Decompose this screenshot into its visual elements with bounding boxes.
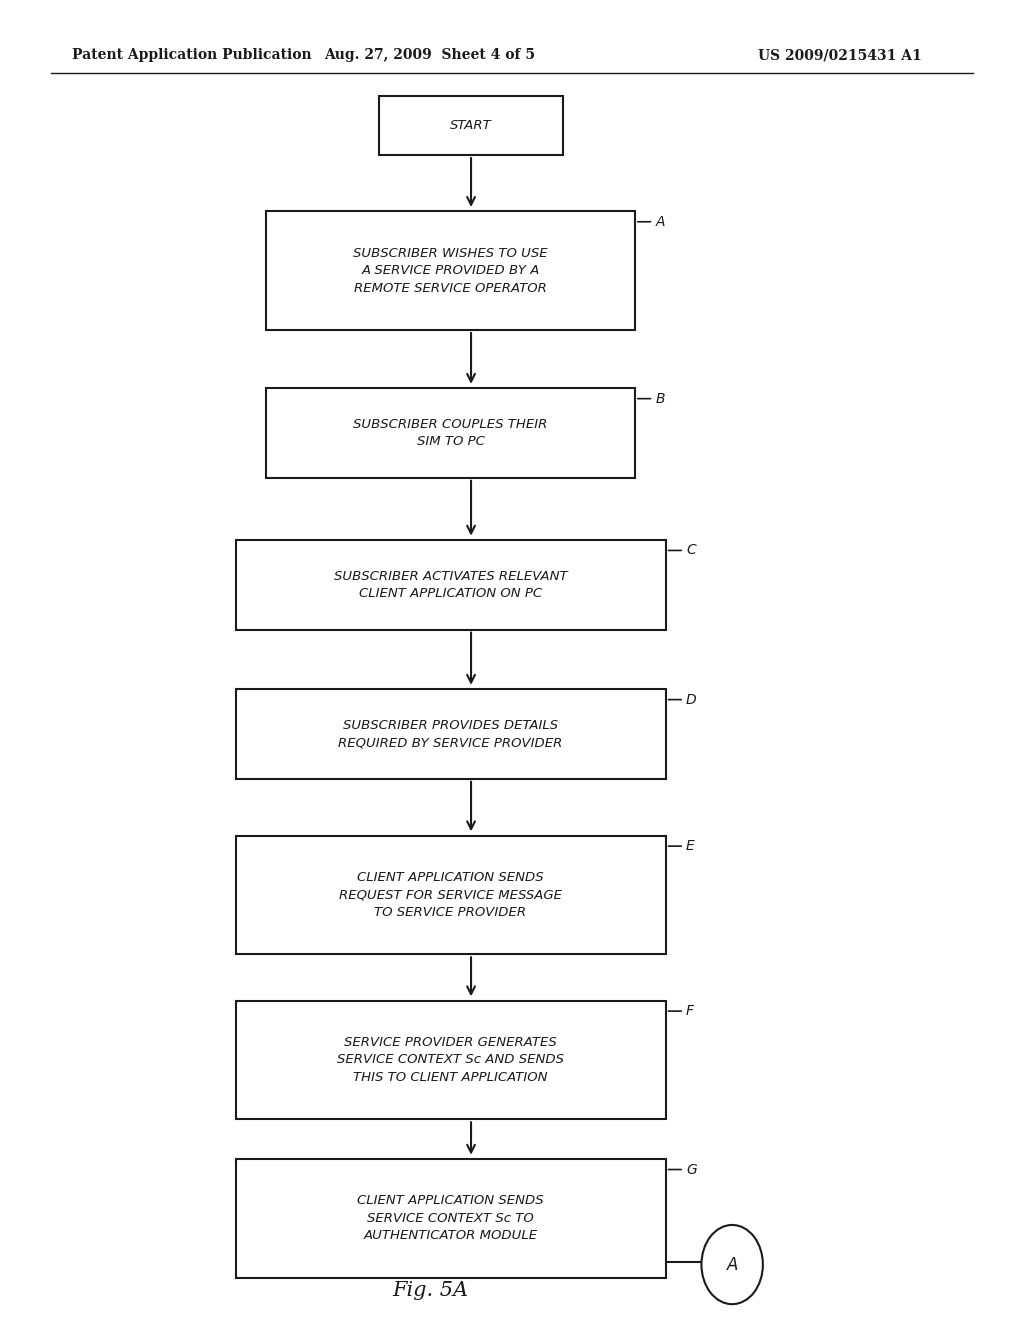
FancyBboxPatch shape	[236, 1159, 666, 1278]
Text: SUBSCRIBER PROVIDES DETAILS
REQUIRED BY SERVICE PROVIDER: SUBSCRIBER PROVIDES DETAILS REQUIRED BY …	[338, 718, 563, 750]
FancyBboxPatch shape	[266, 211, 635, 330]
Text: CLIENT APPLICATION SENDS
SERVICE CONTEXT Sc TO
AUTHENTICATOR MODULE: CLIENT APPLICATION SENDS SERVICE CONTEXT…	[357, 1195, 544, 1242]
Text: SERVICE PROVIDER GENERATES
SERVICE CONTEXT Sc AND SENDS
THIS TO CLIENT APPLICATI: SERVICE PROVIDER GENERATES SERVICE CONTE…	[337, 1036, 564, 1084]
Text: Patent Application Publication: Patent Application Publication	[72, 49, 311, 62]
Text: A: A	[655, 215, 665, 228]
Text: START: START	[451, 119, 492, 132]
Text: D: D	[686, 693, 696, 706]
Text: F: F	[686, 1005, 694, 1018]
FancyBboxPatch shape	[379, 95, 563, 154]
Text: SUBSCRIBER ACTIVATES RELEVANT
CLIENT APPLICATION ON PC: SUBSCRIBER ACTIVATES RELEVANT CLIENT APP…	[334, 569, 567, 601]
Text: A: A	[726, 1255, 738, 1274]
FancyBboxPatch shape	[236, 689, 666, 779]
FancyBboxPatch shape	[236, 836, 666, 954]
Text: C: C	[686, 544, 696, 557]
Text: Fig. 5A: Fig. 5A	[392, 1282, 468, 1300]
FancyBboxPatch shape	[236, 540, 666, 630]
Text: B: B	[655, 392, 665, 405]
Circle shape	[701, 1225, 763, 1304]
Text: CLIENT APPLICATION SENDS
REQUEST FOR SERVICE MESSAGE
TO SERVICE PROVIDER: CLIENT APPLICATION SENDS REQUEST FOR SER…	[339, 871, 562, 919]
Text: G: G	[686, 1163, 696, 1176]
FancyBboxPatch shape	[236, 1001, 666, 1119]
Text: SUBSCRIBER WISHES TO USE
A SERVICE PROVIDED BY A
REMOTE SERVICE OPERATOR: SUBSCRIBER WISHES TO USE A SERVICE PROVI…	[353, 247, 548, 294]
Text: Aug. 27, 2009  Sheet 4 of 5: Aug. 27, 2009 Sheet 4 of 5	[325, 49, 536, 62]
Text: E: E	[686, 840, 695, 853]
FancyBboxPatch shape	[266, 388, 635, 478]
Text: SUBSCRIBER COUPLES THEIR
SIM TO PC: SUBSCRIBER COUPLES THEIR SIM TO PC	[353, 417, 548, 449]
Text: US 2009/0215431 A1: US 2009/0215431 A1	[758, 49, 922, 62]
